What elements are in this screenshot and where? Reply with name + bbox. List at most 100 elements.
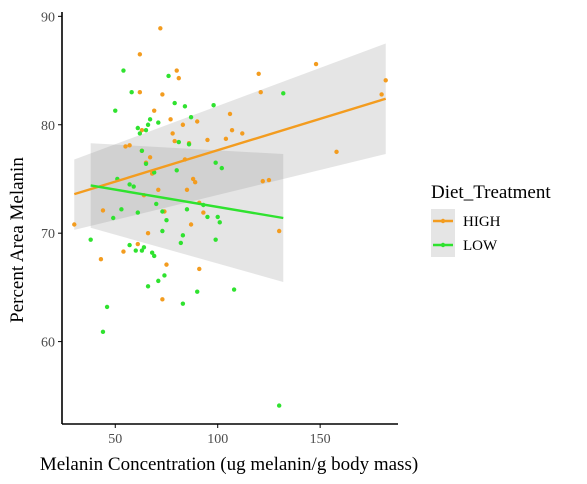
x-tick-label: 50 <box>108 432 122 447</box>
trend-lines <box>73 97 387 220</box>
data-point-low <box>195 289 200 294</box>
data-point-low <box>135 210 141 215</box>
data-point-low <box>127 242 132 248</box>
data-point-high <box>176 75 181 81</box>
data-point-high <box>127 143 132 148</box>
data-point-low <box>139 148 145 153</box>
data-points <box>72 26 388 408</box>
data-point-low <box>164 217 169 223</box>
data-point-low <box>143 127 149 133</box>
data-point-high <box>100 208 106 213</box>
data-point-high <box>240 131 245 136</box>
confidence-band-high <box>74 43 386 230</box>
data-point-low <box>184 207 190 212</box>
data-point-low <box>160 209 165 214</box>
data-point-low <box>111 215 116 221</box>
data-point-low <box>151 170 157 175</box>
data-point-low <box>162 273 167 278</box>
data-point-high <box>123 144 128 149</box>
data-point-low <box>180 301 186 306</box>
data-point-low <box>133 248 138 253</box>
data-point-high <box>223 136 229 142</box>
data-point-high <box>197 266 202 272</box>
data-point-low <box>88 237 93 242</box>
y-axis-label: Percent Area Melanin <box>7 157 28 323</box>
data-point-high <box>72 222 77 227</box>
data-point-low <box>149 250 155 255</box>
data-point-low <box>174 168 179 173</box>
data-point-low <box>156 278 161 284</box>
data-point-high <box>260 178 265 184</box>
y-tick-label: 60 <box>41 336 55 351</box>
data-point-high <box>227 111 233 117</box>
data-point-high <box>160 92 165 97</box>
axes: 50 100 150 60 70 80 90 <box>41 10 398 447</box>
legend-point-high <box>440 218 446 224</box>
data-point-high <box>201 210 206 215</box>
data-point-high <box>172 138 177 144</box>
data-point-high <box>98 257 104 262</box>
x-tick-label: 150 <box>310 432 331 447</box>
trend-line-high <box>73 97 387 196</box>
legend-title: Diet_Treatment <box>431 182 551 203</box>
data-point-low <box>215 214 220 220</box>
data-point-low <box>213 160 218 165</box>
data-point-low <box>145 122 151 127</box>
legend: Diet_Treatment HIGH LOW <box>431 182 551 257</box>
data-point-high <box>184 187 190 193</box>
data-point-high <box>170 131 175 136</box>
data-point-low <box>151 253 157 259</box>
confidence-bands <box>74 43 386 282</box>
data-point-low <box>172 100 177 106</box>
data-point-high <box>121 249 126 254</box>
data-point-low <box>231 287 237 292</box>
y-tick-label: 80 <box>41 119 55 134</box>
y-tick-label: 90 <box>41 10 55 25</box>
data-point-high <box>276 228 282 234</box>
data-point-low <box>188 114 194 120</box>
legend-label-high: HIGH <box>463 214 501 230</box>
data-point-low <box>156 120 161 125</box>
data-point-low <box>119 207 124 212</box>
data-point-high <box>190 176 196 182</box>
data-point-high <box>188 222 194 227</box>
data-point-high <box>147 155 153 160</box>
data-point-high <box>135 241 141 247</box>
data-point-low <box>281 91 286 96</box>
data-point-low <box>186 142 192 147</box>
data-point-low <box>178 240 184 246</box>
data-point-high <box>156 187 161 193</box>
data-point-low <box>131 184 136 189</box>
data-point-low <box>160 228 165 234</box>
data-point-low <box>137 131 143 136</box>
data-point-low <box>127 182 132 187</box>
data-point-low <box>211 103 216 108</box>
data-point-low <box>217 220 222 225</box>
data-point-high <box>145 230 151 236</box>
data-point-high <box>164 262 169 267</box>
data-point-low <box>135 125 141 131</box>
data-point-low <box>145 284 151 289</box>
data-point-low <box>113 108 118 113</box>
confidence-band-low <box>90 143 284 282</box>
data-point-high <box>266 177 272 183</box>
data-point-high <box>192 180 198 185</box>
data-point-low <box>166 73 171 79</box>
data-point-high <box>313 61 319 67</box>
trend-line-low <box>90 184 284 220</box>
data-point-high <box>383 78 388 83</box>
data-point-low <box>213 237 218 242</box>
data-point-high <box>180 122 186 127</box>
data-point-low <box>180 233 186 238</box>
data-point-low <box>205 214 210 220</box>
legend-point-low <box>440 242 446 248</box>
legend-label-low: LOW <box>463 238 498 254</box>
data-point-high <box>151 108 157 113</box>
data-point-low <box>182 104 188 109</box>
x-tick-label: 100 <box>207 432 228 447</box>
data-point-low <box>104 304 110 310</box>
data-point-low <box>176 139 181 145</box>
data-point-low <box>219 165 225 171</box>
data-point-high <box>174 68 179 73</box>
